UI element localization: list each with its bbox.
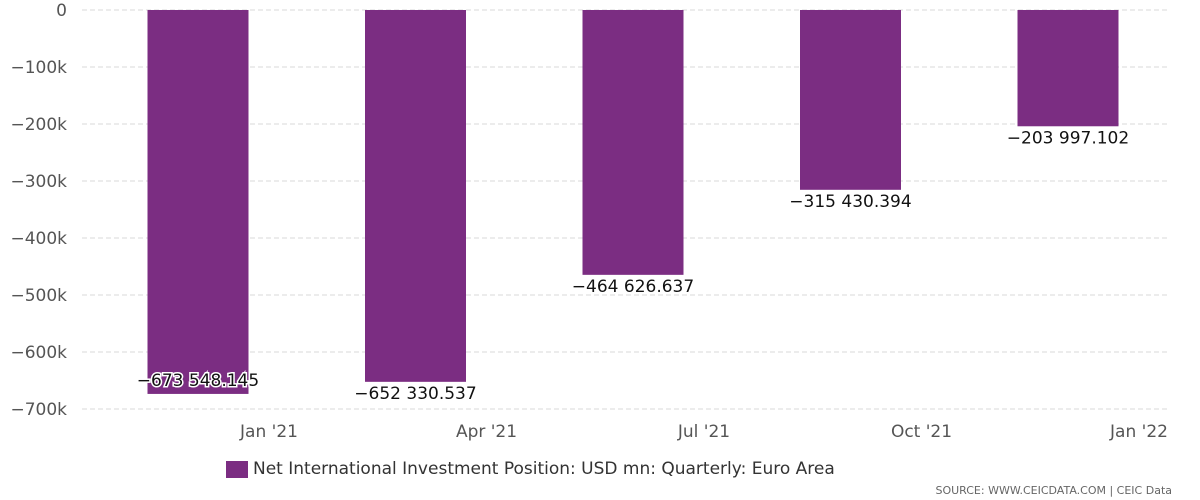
x-tick-label: Jul '21 bbox=[677, 422, 730, 442]
legend-swatch bbox=[226, 460, 248, 478]
y-tick-label: −300k bbox=[10, 172, 67, 192]
y-tick-label: −600k bbox=[10, 343, 67, 363]
bar-chart: 0 −100k −200k −300k −400k −500k −600k −700k Jan… bbox=[10, 1, 1170, 442]
source-note: SOURCE: WWW.CEICDATA.COM | CEIC Data bbox=[935, 484, 1172, 497]
y-tick-label: −700k bbox=[10, 400, 67, 420]
data-labels: −673 548.145 −652 330.537 −464 626.637 −315… bbox=[135, 127, 1130, 406]
bar[interactable] bbox=[1017, 10, 1119, 127]
x-tick-label: Jan '21 bbox=[239, 422, 298, 442]
bar[interactable] bbox=[800, 10, 901, 190]
data-label: −315 430.394 bbox=[789, 192, 911, 212]
y-tick-label: 0 bbox=[56, 1, 67, 21]
data-label: −673 548.145 bbox=[137, 371, 259, 391]
bar[interactable] bbox=[582, 10, 684, 275]
legend-label: Net International Investment Position: U… bbox=[253, 459, 835, 479]
bar[interactable] bbox=[147, 10, 249, 394]
data-label: −652 330.537 bbox=[354, 384, 476, 404]
y-tick-label: −500k bbox=[10, 286, 67, 306]
y-axis-ticks: 0 −100k −200k −300k −400k −500k −600k −700k bbox=[10, 1, 67, 420]
data-label: −464 626.637 bbox=[572, 277, 694, 297]
x-tick-label: Apr '21 bbox=[456, 422, 517, 442]
bars bbox=[147, 10, 1119, 394]
y-tick-label: −100k bbox=[10, 58, 67, 78]
x-axis-ticks: Jan '21 Apr '21 Jul '21 Oct '21 Jan '22 bbox=[239, 422, 1168, 442]
y-tick-label: −200k bbox=[10, 115, 67, 135]
y-tick-label: −400k bbox=[10, 229, 67, 249]
x-tick-label: Oct '21 bbox=[891, 422, 952, 442]
data-label: −203 997.102 bbox=[1007, 128, 1129, 148]
legend[interactable]: Net International Investment Position: U… bbox=[226, 459, 835, 479]
x-tick-label: Jan '22 bbox=[1109, 422, 1168, 442]
bar[interactable] bbox=[365, 10, 466, 382]
